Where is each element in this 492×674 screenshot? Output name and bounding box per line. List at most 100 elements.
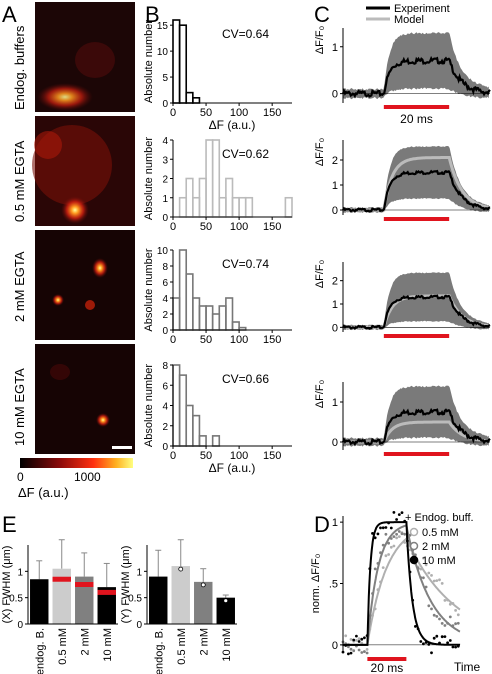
x-tick-label: 50	[200, 334, 212, 346]
data-point	[408, 548, 412, 552]
data-point	[363, 636, 366, 640]
x-tick-label: 100	[230, 107, 248, 119]
data-point	[352, 649, 356, 653]
histogram-bar	[178, 374, 188, 447]
data-point	[379, 551, 382, 555]
data-point	[392, 535, 396, 538]
bar	[52, 568, 71, 624]
data-point	[432, 613, 436, 617]
data-point	[430, 607, 433, 611]
category-label: 10 mM	[102, 628, 114, 662]
data-point	[456, 621, 460, 625]
histogram-bar	[185, 91, 194, 104]
data-point	[387, 553, 390, 556]
bar	[149, 576, 168, 624]
legend-marker	[409, 555, 419, 565]
colorbar	[20, 458, 133, 468]
data-point	[389, 537, 393, 540]
x-tick-label: 50	[200, 221, 212, 233]
histogram-bar	[218, 196, 227, 218]
data-point	[451, 624, 455, 627]
sd-band	[343, 145, 489, 213]
y-axis-label: Absolute number	[143, 137, 155, 220]
barchart-e1: endog. B. 0.5 mM 2 mM 10 mM 0 0.5 1 (X) FWHM (μ…	[1, 539, 118, 674]
data-point	[451, 645, 455, 649]
histogram-bar	[231, 196, 240, 218]
data-point	[446, 641, 449, 645]
stimulus-bar	[383, 452, 450, 456]
y-tick-label: 4	[162, 402, 168, 413]
y-axis-label: ΔF/F₀	[314, 138, 326, 166]
data-point	[427, 643, 431, 646]
data-point	[448, 639, 452, 642]
data-point	[384, 532, 388, 536]
y-axis-label: ΔF/F₀	[314, 26, 326, 54]
category-label: 0.5 mM	[176, 628, 188, 665]
data-point	[438, 641, 441, 645]
y-tick-label: 0	[136, 620, 142, 631]
histogram-bar	[211, 313, 221, 331]
y-tick-label: 5	[162, 73, 168, 84]
legend-label-experiment: Experiment	[394, 3, 450, 15]
data-point	[352, 638, 356, 642]
y-tick-label: 3	[162, 155, 168, 166]
histogram-bar	[225, 177, 234, 218]
histogram-bar	[231, 321, 240, 331]
data-point	[430, 651, 433, 655]
histogram-bar	[185, 404, 194, 447]
data-point	[373, 536, 377, 540]
y-axis-label: Absolute number	[143, 364, 155, 447]
histogram-bar	[192, 97, 201, 104]
histogram-bar	[238, 196, 247, 218]
histogram-bar	[225, 297, 234, 331]
histogram-bar	[211, 435, 221, 447]
experiment-trace	[341, 55, 491, 99]
x-axis-label: ΔF (a.u.)	[209, 461, 256, 475]
data-point	[392, 544, 396, 548]
data-point	[435, 579, 439, 582]
y-tick-label: 0	[162, 442, 168, 453]
data-point	[355, 639, 358, 642]
x-tick-label: 50	[200, 107, 212, 119]
data-point	[432, 579, 436, 583]
data-point	[422, 556, 425, 560]
colorbar-max: 1000	[74, 470, 101, 484]
data-point	[379, 580, 382, 584]
data-point	[448, 602, 452, 606]
panel-d: 0 .5 1 norm. ΔF/F₀ 20 ms Time + Endog. buff. 0.…	[310, 511, 481, 674]
data-point	[381, 526, 385, 530]
histogram-bar	[284, 196, 293, 218]
sd-band	[343, 272, 489, 331]
data-point	[395, 536, 398, 540]
data-point	[365, 651, 369, 655]
bar	[75, 576, 94, 624]
data-point	[438, 578, 441, 582]
histogram-b4: 0 50 100 150 0 2 4 6 8 CV=0.66 Absolute number ΔF (…	[143, 361, 292, 475]
y-tick-label: 0	[17, 620, 23, 631]
stimulus-bar	[383, 334, 450, 338]
histogram-bar	[178, 249, 188, 331]
stimulus-bar	[383, 217, 450, 221]
data-point	[357, 640, 361, 643]
y-tick-label: 2	[162, 175, 168, 186]
panel-e: endog. B. 0.5 mM 2 mM 10 mM 0 0.5 1 (X) FWHM (μ…	[1, 539, 237, 674]
stimulus-bar	[383, 105, 450, 109]
stimulus-bar	[367, 657, 407, 661]
data-point	[448, 615, 452, 619]
histogram-b1: 0 50 100 150 0 5 10 15 CV=0.64 Absolute number ΔF …	[143, 19, 292, 132]
data-point	[440, 622, 444, 625]
data-point	[406, 539, 409, 543]
data-point	[456, 613, 460, 617]
y-tick-label: 4	[162, 294, 168, 305]
data-point	[432, 636, 436, 640]
x-tick-label: 100	[230, 221, 248, 233]
data-point	[371, 592, 374, 595]
data-point	[347, 645, 350, 649]
data-point	[392, 511, 396, 514]
data-point	[365, 634, 369, 637]
data-point	[440, 635, 444, 639]
bar	[194, 581, 213, 624]
panel-letter-a: A	[2, 2, 17, 27]
